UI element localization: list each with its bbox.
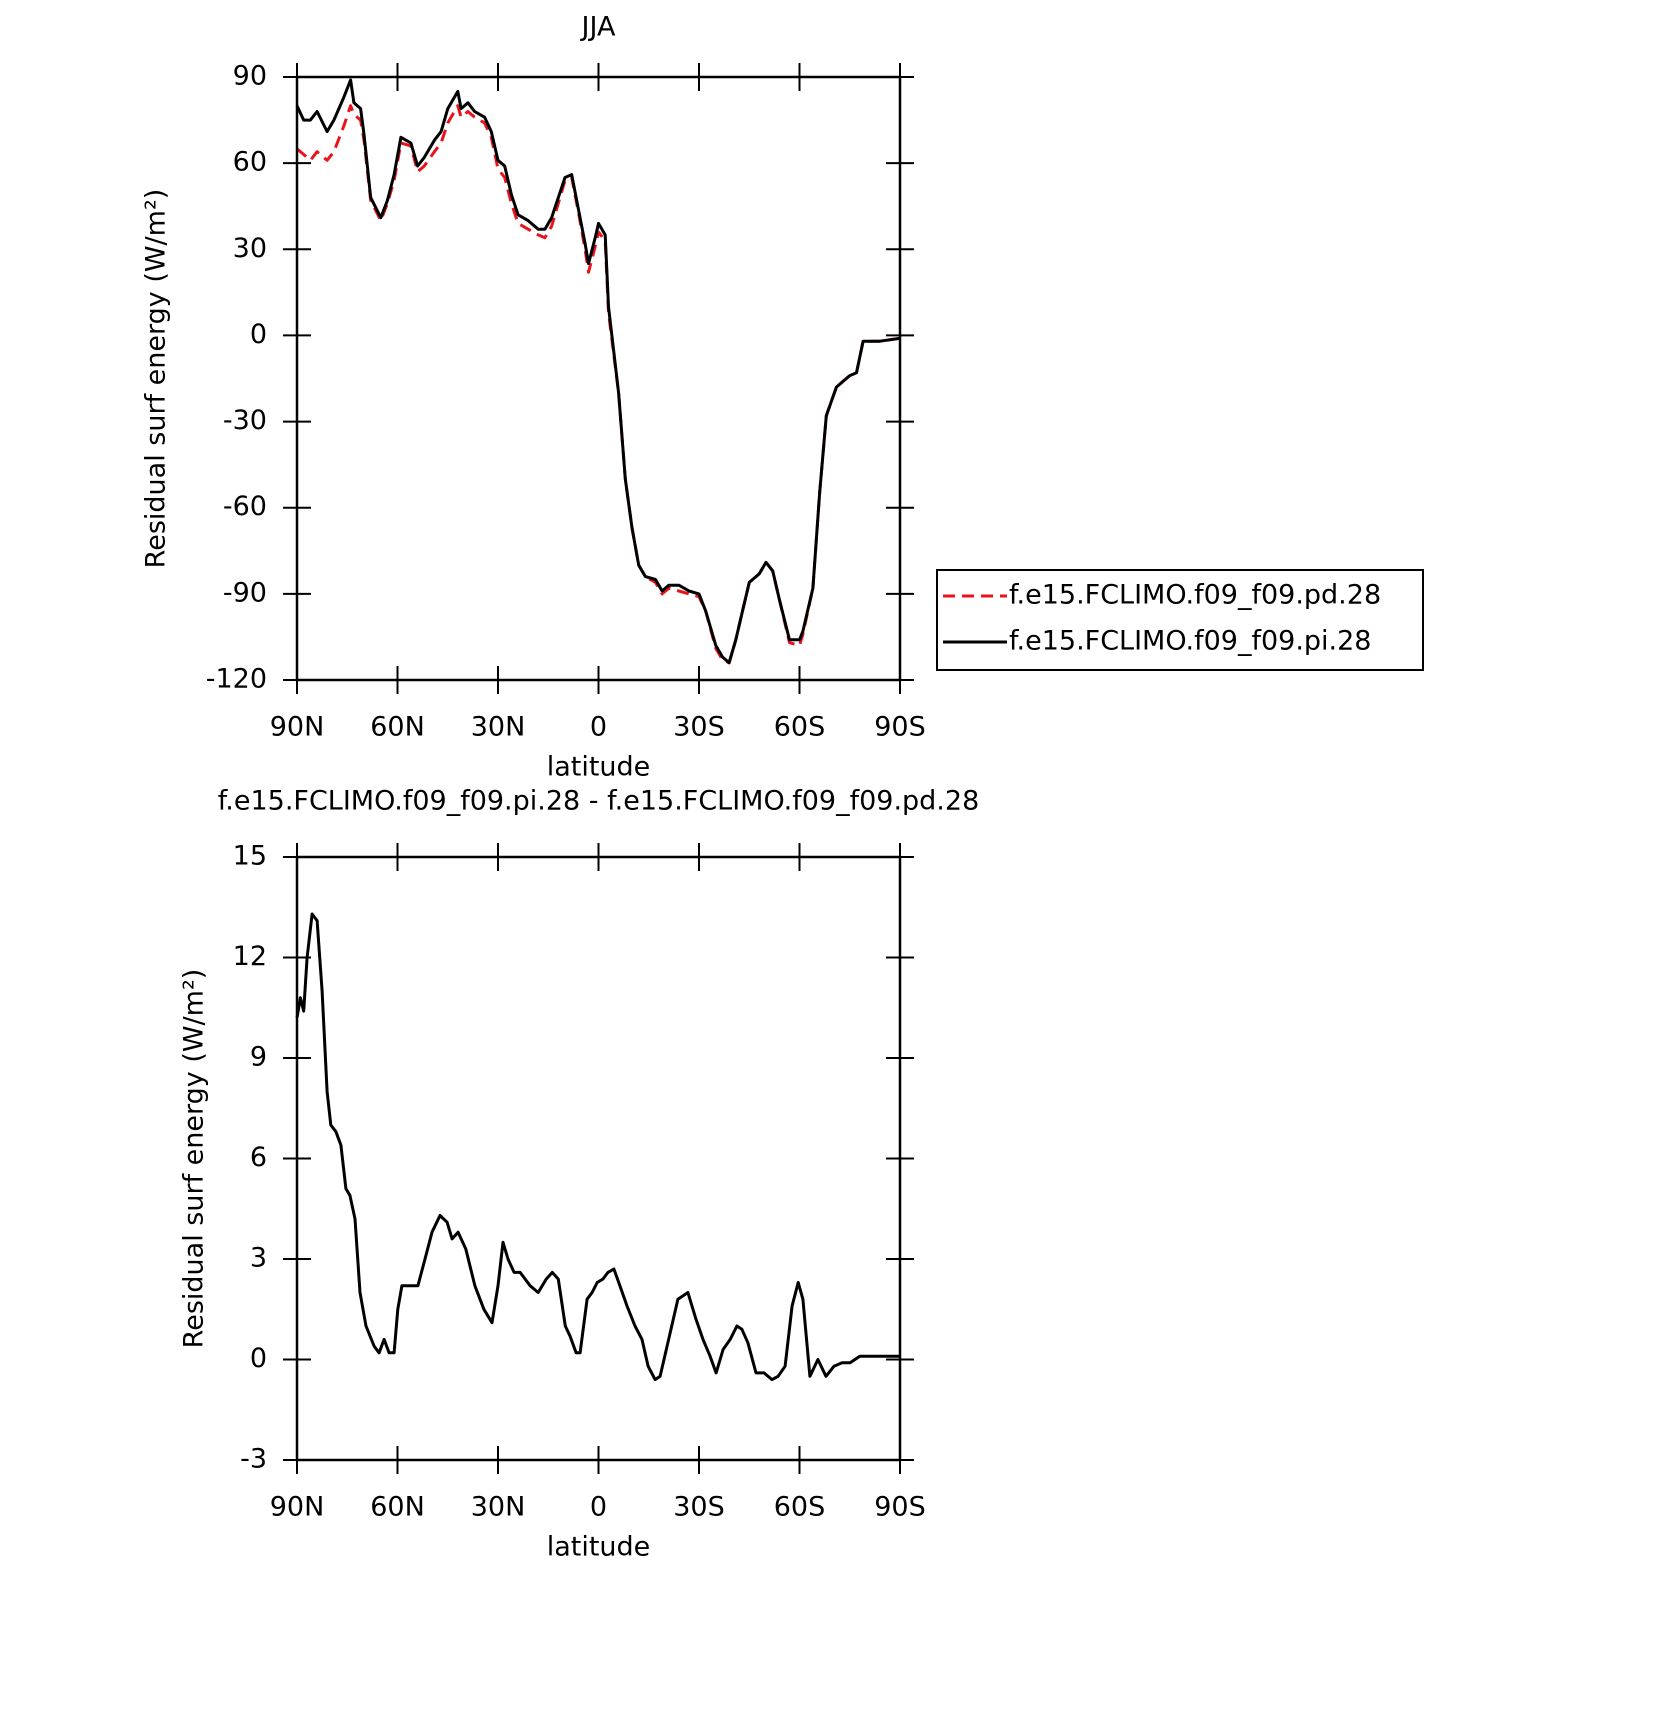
y-tick-label: -30	[223, 405, 267, 436]
y-tick-label: -60	[223, 491, 267, 522]
x-tick-label: 60N	[370, 1492, 425, 1523]
chart-title: f.e15.FCLIMO.f09_f09.pi.28 - f.e15.FCLIM…	[218, 786, 980, 817]
data-line	[295, 78, 901, 665]
data-line	[296, 104, 901, 665]
x-tick-label: 30S	[673, 712, 725, 743]
x-tick-label: 60S	[774, 1492, 826, 1523]
x-tick-label: 60S	[774, 712, 826, 743]
chart-title: JJA	[580, 12, 616, 43]
y-tick-label: 9	[250, 1042, 267, 1073]
x-tick-label: 90N	[270, 1492, 325, 1523]
data-line	[295, 912, 900, 1382]
y-tick-label: 30	[233, 233, 267, 264]
y-axis-label: Residual surf energy (W/m²)	[179, 969, 210, 1349]
y-tick-label: -120	[206, 664, 267, 695]
x-tick-label: 90S	[874, 1492, 926, 1523]
legend-box	[936, 569, 1424, 671]
plot-frame	[295, 855, 902, 1462]
y-tick-label: 0	[250, 319, 267, 350]
y-tick-label: 12	[233, 941, 267, 972]
x-axis-label: latitude	[547, 752, 651, 783]
y-tick-label: -90	[223, 577, 267, 608]
legend-label: f.e15.FCLIMO.f09_f09.pd.28	[1009, 580, 1381, 611]
y-tick-label: 90	[233, 61, 267, 92]
y-tick-label: 0	[250, 1343, 267, 1374]
legend-label: f.e15.FCLIMO.f09_f09.pi.28	[1009, 626, 1371, 657]
x-tick-label: 60N	[370, 712, 425, 743]
x-tick-label: 0	[590, 712, 607, 743]
x-tick-label: 30N	[471, 1492, 526, 1523]
x-tick-label: 0	[590, 1492, 607, 1523]
y-tick-label: 3	[250, 1243, 267, 1274]
y-tick-label: -3	[240, 1444, 267, 1475]
y-tick-label: 15	[233, 841, 267, 872]
x-axis-label: latitude	[547, 1532, 651, 1563]
x-tick-label: 30S	[673, 1492, 725, 1523]
y-tick-label: 6	[250, 1142, 267, 1173]
y-axis-label: Residual surf energy (W/m²)	[141, 189, 172, 569]
x-tick-label: 90N	[270, 712, 325, 743]
y-tick-label: 60	[233, 147, 267, 178]
x-tick-label: 90S	[874, 712, 926, 743]
x-tick-label: 30N	[471, 712, 526, 743]
plot-frame	[295, 75, 902, 682]
